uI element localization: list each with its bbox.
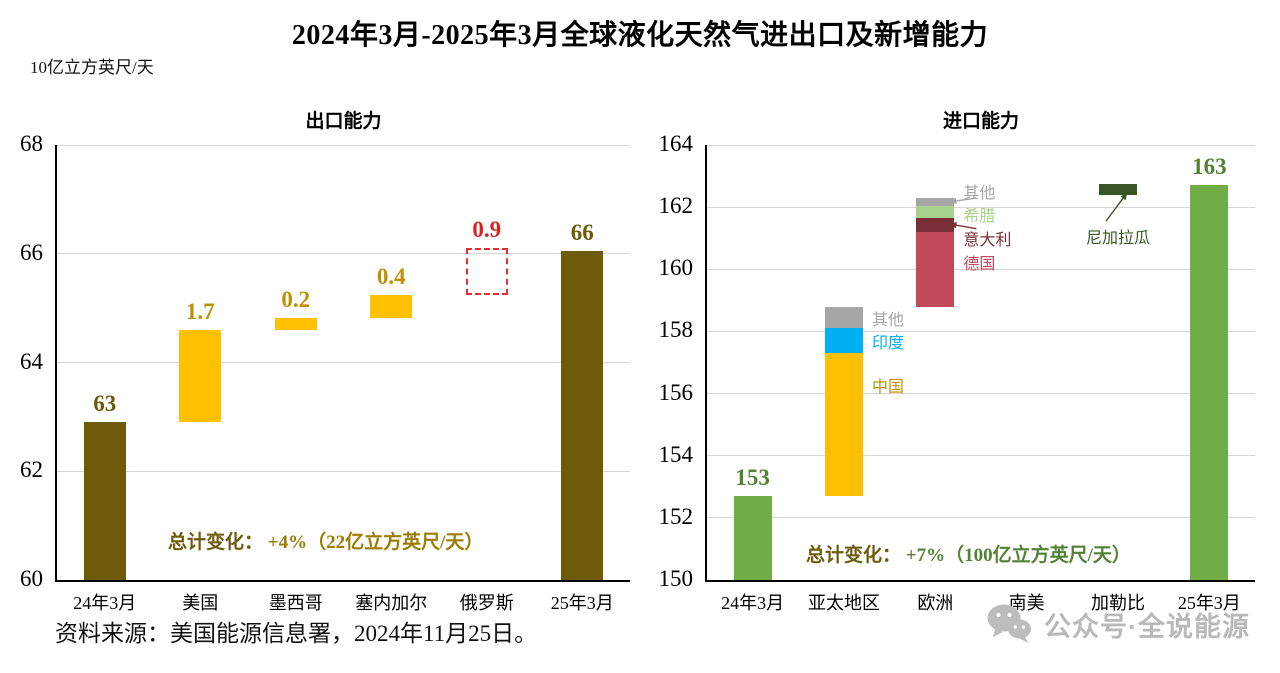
y-axis-tick-label: 62 [20,457,43,483]
import-total-change-note: 总计变化： +7%（100亿立方英尺/天） [806,540,1131,567]
note-value: +4%（22亿立方英尺/天） [263,532,484,553]
bar-value-label: 163 [1192,154,1227,180]
bar-export-2 [274,317,317,330]
bar-import-1-seg-0 [825,353,863,497]
segment-label: 印度 [872,335,905,353]
bar-import-5 [1190,185,1229,580]
note-prefix: 总计变化： [806,545,902,566]
bar-export-3 [370,294,413,318]
bar-value-label: 63 [93,391,117,417]
bar-value-label: 0.4 [376,263,406,289]
y-axis-line [705,145,707,580]
gridline [57,470,630,472]
bar-import-1-seg-2 [825,306,863,329]
figure-title: 2024年3月-2025年3月全球液化天然气进出口及新增能力 [291,20,989,51]
gridline [707,144,1255,146]
x-axis-category-label: 欧洲 [917,593,954,613]
gridline [707,393,1255,395]
segment-label: 德国 [963,255,996,273]
segment-label: 尼加拉瓜 [1085,230,1151,248]
x-axis-category-label: 亚太地区 [807,593,880,613]
export-chart-title: 出口能力 [305,111,382,132]
x-axis-category-label: 美国 [182,593,219,613]
bar-value-label: 153 [735,465,770,491]
gridline [707,330,1255,332]
bar-export-5 [561,251,604,580]
bar-import-4-seg-0 [1099,183,1137,195]
note-prefix: 总计变化： [168,532,264,553]
source-note: 资料来源：美国能源信息署，2024年11月25日。 [55,621,538,646]
y-axis-tick-label: 154 [658,441,694,467]
x-axis-line [705,580,1255,582]
bar-value-label: 66 [570,220,594,246]
y-axis-tick-label: 150 [658,566,694,591]
y-axis-tick-label: 162 [658,193,694,219]
wechat-icon [986,604,1032,644]
note-value: +7%（100亿立方英尺/天） [901,545,1131,566]
bar-import-2-seg-2 [916,205,955,218]
y-axis-tick-label: 64 [20,348,43,374]
x-axis-category-label: 加勒比 [1090,593,1145,613]
x-axis-category-label: 南美 [1008,593,1045,613]
x-axis-category-label: 墨西哥 [268,593,323,613]
watermark-text: 公众号·全说能源 [1044,611,1250,642]
segment-label: 其他 [872,312,905,330]
bar-export-4 [465,248,508,295]
bar-export-0 [83,422,126,580]
gridline [57,362,630,363]
y-axis-tick-label: 160 [658,255,694,281]
gridline [707,206,1255,208]
x-axis-line [55,580,630,582]
x-axis-category-label: 25年3月 [1177,593,1241,613]
x-axis-category-label: 塞内加尔 [355,593,428,613]
y-axis-tick-label: 164 [658,131,694,156]
y-axis-tick-label: 158 [658,317,694,343]
bar-import-2-seg-0 [916,232,955,307]
bar-import-0 [733,496,772,580]
bar-export-1 [179,329,222,423]
bar-import-2-seg-1 [916,218,955,232]
x-axis-category-label: 24年3月 [73,593,137,613]
bar-value-label: 1.7 [185,298,215,324]
bar-import-1-seg-1 [825,328,863,354]
segment-label: 中国 [872,379,905,397]
gridline [57,144,630,146]
x-axis-category-label: 24年3月 [721,593,785,613]
bar-value-label: 0.2 [281,286,311,312]
y-axis-line [55,145,57,580]
y-axis-tick-label: 156 [658,379,694,405]
bar-import-2-seg-3 [916,197,955,206]
segment-label: 希腊 [963,207,996,225]
x-axis-category-label: 25年3月 [550,593,614,613]
gridline [707,268,1255,270]
gridline [707,455,1255,457]
gridline [707,517,1255,519]
y-axis-tick-label: 66 [20,239,43,265]
segment-label: 其他 [963,185,996,203]
gridline [57,253,630,255]
y-axis-tick-label: 60 [20,566,43,591]
y-axis-tick-label: 152 [658,503,694,529]
export-total-change-note: 总计变化： +4%（22亿立方英尺/天） [168,527,483,554]
bar-value-label: 0.9 [472,217,502,243]
segment-label: 意大利 [963,231,1012,249]
y-axis-tick-label: 68 [20,131,43,156]
unit-label: 10亿立方英尺/天 [30,58,154,77]
watermark: 公众号·全说能源 [986,604,1250,644]
x-axis-category-label: 俄罗斯 [459,593,514,613]
import-chart-title: 进口能力 [942,111,1019,132]
